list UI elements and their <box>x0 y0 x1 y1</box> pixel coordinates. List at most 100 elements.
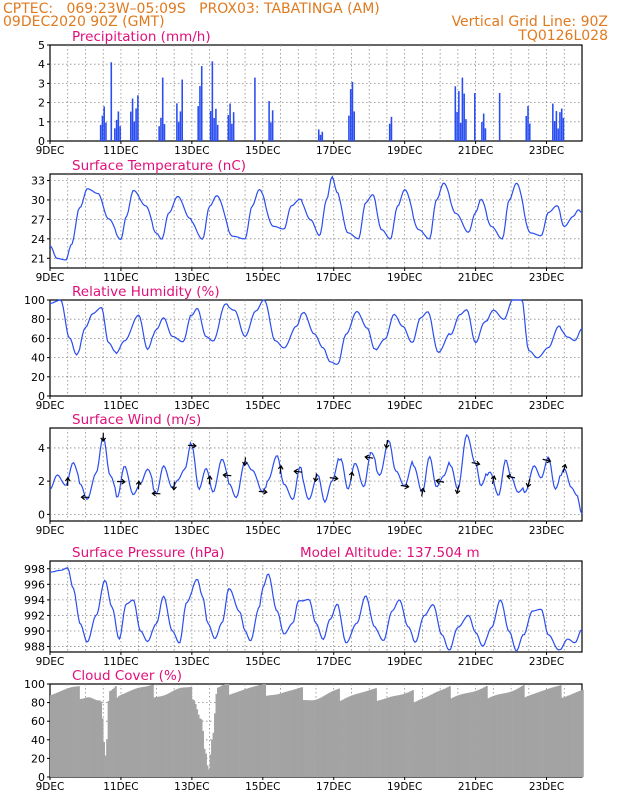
x-tick-label: 13DEC <box>174 781 209 793</box>
cloud-bar <box>555 686 558 777</box>
cloud-bar <box>420 698 423 777</box>
precip-bar <box>390 116 393 141</box>
cloud-bar <box>376 700 379 777</box>
cloud-bar <box>214 713 216 777</box>
precip-bar <box>461 77 464 141</box>
cloud-bar <box>112 689 114 777</box>
cloud-bar <box>292 689 295 777</box>
cloud-bar <box>274 694 277 777</box>
cloud-bar <box>512 690 515 777</box>
cloud-bar <box>579 690 581 777</box>
cloud-bar <box>403 693 405 777</box>
cloud-bar <box>545 689 547 777</box>
cloud-bar <box>570 694 572 777</box>
precip-bar <box>232 112 235 141</box>
cloud-bar <box>539 691 541 777</box>
cloud-bar <box>184 687 187 777</box>
cloud-bar <box>524 697 527 777</box>
cloud-bar <box>296 688 299 777</box>
panel-title: Relative Humidity (%) <box>72 284 220 300</box>
cloud-bar <box>147 685 150 777</box>
wind-arrow <box>187 444 196 447</box>
cloud-bar <box>256 685 259 777</box>
wind-arrow-head <box>64 476 71 482</box>
cloud-bar <box>117 696 120 777</box>
precip-bar <box>110 62 113 141</box>
y-tick-label: 0 <box>38 508 45 521</box>
x-tick-label: 15DEC <box>245 525 280 537</box>
precip-bar <box>160 117 162 141</box>
precip-bar <box>216 124 219 141</box>
cloud-bar <box>115 686 117 777</box>
y-tick-label: 988 <box>24 641 45 654</box>
precip-bar <box>319 134 322 141</box>
cloud-bar <box>264 684 267 777</box>
wind-arrow <box>208 476 211 485</box>
cloud-bar <box>154 697 157 777</box>
cloud-bar <box>55 692 58 777</box>
series-line <box>49 567 583 652</box>
cloud-bar <box>290 690 293 777</box>
cloud-bar <box>225 684 228 777</box>
cloud-bar <box>211 739 213 777</box>
precip-bar <box>351 81 354 141</box>
y-tick-label: 60 <box>31 332 45 345</box>
cloud-bar <box>162 695 165 777</box>
cloud-bar <box>487 698 490 777</box>
panel-title: Precipitation (mm/h) <box>72 29 211 45</box>
cloud-bar <box>268 695 271 777</box>
wind-arrow <box>542 458 551 462</box>
cloud-bar <box>540 691 543 777</box>
wind-arrow-head <box>348 471 355 477</box>
cloud-bar <box>499 694 502 777</box>
precip-bar <box>229 103 231 141</box>
cloud-bar <box>386 697 389 777</box>
x-tick-label: 13DEC <box>174 525 209 537</box>
cloud-bar <box>354 694 357 777</box>
cloud-bar <box>475 690 478 777</box>
cloud-bar <box>54 693 57 777</box>
panel-annotation: Model Altitude: 137.504 m <box>300 545 480 561</box>
cloud-bar <box>144 686 147 777</box>
cloud-bar <box>69 687 71 777</box>
cloud-bar <box>419 699 422 777</box>
x-tick-label: 15DEC <box>245 781 280 793</box>
cloud-bar <box>209 754 212 777</box>
y-tick-label: 60 <box>31 715 45 728</box>
x-tick-label: 11DEC <box>103 145 138 157</box>
precip-bar <box>211 61 214 141</box>
cloud-bar <box>326 694 329 777</box>
cloud-bar <box>515 689 518 777</box>
cloud-bar <box>283 692 286 777</box>
cloud-bar <box>416 700 419 777</box>
cloud-bar <box>270 695 272 777</box>
y-tick-label: 80 <box>31 313 45 326</box>
cloud-bar <box>137 687 139 777</box>
cloud-bar <box>481 688 484 777</box>
precip-bar <box>117 111 120 141</box>
cloud-bar <box>190 686 193 777</box>
plot-frame <box>49 173 583 269</box>
x-tick-label: 11DEC <box>103 656 138 668</box>
cloud-bar <box>533 693 536 777</box>
precip-bar <box>559 112 561 141</box>
cloud-bar <box>187 687 190 777</box>
cloud-bar <box>413 702 416 777</box>
cloud-bar <box>471 692 473 777</box>
cloud-bar <box>409 691 411 777</box>
cloud-bar <box>172 690 175 777</box>
y-tick-label: 100 <box>24 294 45 307</box>
cloud-bar <box>72 686 74 777</box>
cloud-bar <box>267 695 270 777</box>
precip-bar <box>177 122 180 141</box>
cloud-bar <box>255 685 258 777</box>
cloud-bar <box>313 700 315 777</box>
cloud-bar <box>70 687 73 777</box>
cloud-bar <box>363 691 366 777</box>
cloud-bar <box>549 688 552 777</box>
cloud-bar <box>548 688 550 777</box>
wind-arrow <box>279 465 282 474</box>
x-tick-label: 15DEC <box>245 400 280 412</box>
precip-bar <box>215 108 217 141</box>
cloud-bar <box>308 700 311 777</box>
